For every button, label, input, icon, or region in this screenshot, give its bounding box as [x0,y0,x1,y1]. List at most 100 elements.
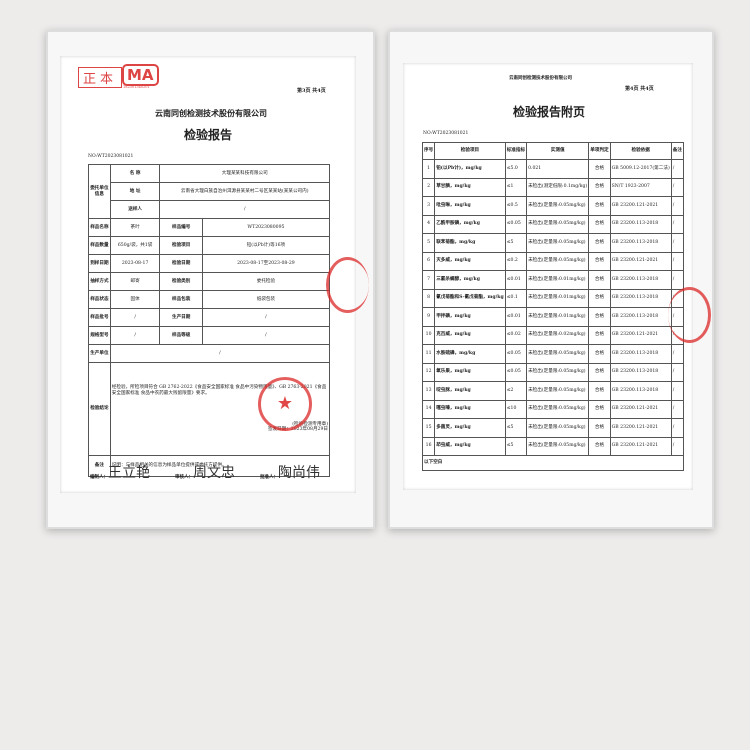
report-page-4: 云南同创检测技术股份有限公司 第4页 共4页 检验报告附页 NO:WT20230… [403,63,693,490]
row-label: 样品批号 [88,308,111,327]
test-method: GB 23200.113-2018 [609,270,672,290]
report-page-3: 正本 MA 182301340201 第3页 共4页 云南同创检测技术股份有限公… [60,56,356,493]
verdict: 合格 [588,362,611,382]
remark: / [670,214,685,234]
row-index: 9 [421,307,436,327]
column-header: 检验项目 [434,142,506,160]
table-row: 13 啶虫脒，mg/kg ≤2 未检出(定量限:0.05mg/kg) 合格 GB 2320… [421,381,685,401]
standard-limit: ≤5 [504,233,528,253]
row-label: 到样日期 [88,254,111,273]
row-label: 样品状态 [88,290,111,309]
measured-value: 未检出(定量限:0.05mg/kg) [526,362,590,382]
test-method: GB 23200.121-2021 [609,251,672,271]
remark: / [670,270,685,290]
table-row: 样品数量 650g/袋，共1袋 检验项目 铅(以Pb计)等16项 [88,236,331,255]
test-item: 联苯菊酯，mg/kg [434,233,506,253]
column-header: 标准指标 [504,142,528,160]
table-row: 4 乙酰甲胺磷，mg/kg ≤0.05 未检出(定量限:0.05mg/kg) 合格 GB … [421,214,685,234]
verdict: 合格 [588,381,611,401]
row-index: 13 [421,381,436,401]
test-results-table: 序号 检验项目 标准指标 实测值 单项判定 检验依据 备注 1 铅(以Pb计)，mg/kg ≤5.… [421,142,685,471]
verdict: 合格 [588,270,611,290]
measured-value: 未检出(定量限:0.05mg/kg) [526,251,590,271]
row-label: 规格型号 [88,326,111,345]
remark: / [670,399,685,419]
test-item: 氰戊菊酯和S-氰戊菊酯，mg/kg [434,288,506,308]
table-row: 10 克百威，mg/kg ≤0.02 未检出(定量限:0.02mg/kg) 合格 GB 2… [421,325,685,345]
remark: / [670,233,685,253]
signer-label: 审核人： [175,475,193,480]
report-title: 检验报告 [184,128,233,142]
row-index: 15 [421,418,436,438]
table-row: 1 铅(以Pb计)，mg/kg ≤5.0 0.021 合格 GB 5009.12-2017… [421,159,685,179]
test-item: 草甘膦，mg/kg [434,177,506,197]
test-method: GB 23200.121-2021 [609,325,672,345]
remark: / [670,418,685,438]
row-value: / [109,308,161,327]
row-label: 名 称 [109,164,161,183]
test-item: 水胺硫磷，mg/kg [434,344,506,364]
handwritten-signature: 周文忠 [193,465,235,481]
row-label: 备注 [88,455,111,477]
table-row: 9 甲拌磷，mg/kg ≤0.01 未检出(定量限:0.01mg/kg) 合格 GB 23… [421,307,685,327]
right-frame: 云南同创检测技术股份有限公司 第4页 共4页 检验报告附页 NO:WT20230… [388,30,714,529]
standard-limit: ≤0.05 [504,344,528,364]
table-row: 生产单位 / [88,344,331,363]
row-value: 云南省大理白族自治州洱源县某某村二号区某某站(某某公司内) [159,182,330,201]
table-row: 6 灭多威，mg/kg ≤0.2 未检出(定量限:0.05mg/kg) 合格 GB 232… [421,251,685,271]
cma-number: 182301340201 [123,85,150,89]
table-row: 12 氧乐果，mg/kg ≤0.05 未检出(定量限:0.05mg/kg) 合格 GB 2… [421,362,685,382]
row-label: 样品等级 [159,326,203,345]
row-index: 8 [421,288,436,308]
edge-seal-stamp [668,287,711,343]
test-method: GB 23200.113-2018 [609,381,672,401]
column-header: 单项判定 [588,142,611,160]
cma-logo: MA [122,64,159,86]
edge-seal-stamp [326,257,369,313]
signer-label: 编制人： [90,475,108,480]
test-item: 吡虫啉，mg/kg [434,196,506,216]
report-info-table: 委托单位信息名 称大理某某科技有限公司地 址云南省大理白族自治州洱源县某某村二号… [88,164,331,477]
test-method: GB 5009.12-2017(第二法) [609,159,672,179]
verdict: 合格 [588,418,611,438]
row-value: 2023-08-17 [109,254,161,273]
row-label: 地 址 [109,182,161,201]
measured-value: 未检出(定量限:0.05mg/kg) [526,214,590,234]
test-item: 茚虫威，mg/kg [434,436,506,456]
row-value: / [201,308,331,327]
handwritten-signature: 王立艳 [108,465,150,481]
row-label: 样品包装 [159,290,203,309]
stamp-note: (检验检测专用章) [292,421,328,427]
measured-value: 0.021 [526,159,590,179]
standard-limit: ≤5 [504,436,528,456]
table-row: 序号 检验项目 标准指标 实测值 单项判定 检验依据 备注 [421,142,685,160]
test-method: GB 23200.121-2021 [609,196,672,216]
test-item: 克百威，mg/kg [434,325,506,345]
row-label: 样品名称 [88,218,111,237]
remark: / [670,344,685,364]
row-value: WT2023080095 [201,218,331,237]
row-label: 样品编号 [159,218,203,237]
table-row: 送样人 / [89,200,330,219]
row-index: 11 [421,344,436,364]
table-row: 2 草甘膦，mg/kg ≤1 未检出(测定低限:0.1mg/kg) 合格 SN/T 192… [421,177,685,197]
verdict: 合格 [588,214,611,234]
table-row: 3 吡虫啉，mg/kg ≤0.5 未检出(定量限:0.05mg/kg) 合格 GB 232… [421,196,685,216]
verdict: 合格 [588,436,611,456]
test-item: 铅(以Pb计)，mg/kg [434,159,506,179]
table-row: 样品状态 固体 样品包装 纸袋包装 [88,290,331,309]
measured-value: 未检出(定量限:0.05mg/kg) [526,381,590,401]
signer-label: 批准人： [260,475,278,480]
measured-value: 未检出(定量限:0.02mg/kg) [526,325,590,345]
company-name: 云南同创检测技术股份有限公司 [509,76,572,81]
row-value: 纸袋包装 [201,290,331,309]
test-method: GB 23200.113-2018 [609,344,672,364]
table-row: 8 氰戊菊酯和S-氰戊菊酯，mg/kg ≤0.1 未检出(定量限:0.01mg/kg)… [421,288,685,308]
row-index: 14 [421,399,436,419]
row-index: 10 [421,325,436,345]
report-number: NO:WT2023081021 [88,154,134,159]
verdict: 合格 [588,177,611,197]
row-value: / [109,344,331,363]
verdict: 合格 [588,196,611,216]
row-label: 样品数量 [88,236,111,255]
